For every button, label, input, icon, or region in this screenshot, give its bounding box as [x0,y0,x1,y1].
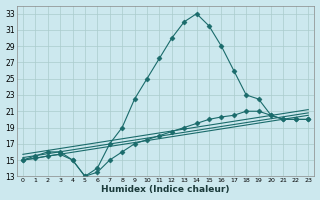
X-axis label: Humidex (Indice chaleur): Humidex (Indice chaleur) [101,185,230,194]
